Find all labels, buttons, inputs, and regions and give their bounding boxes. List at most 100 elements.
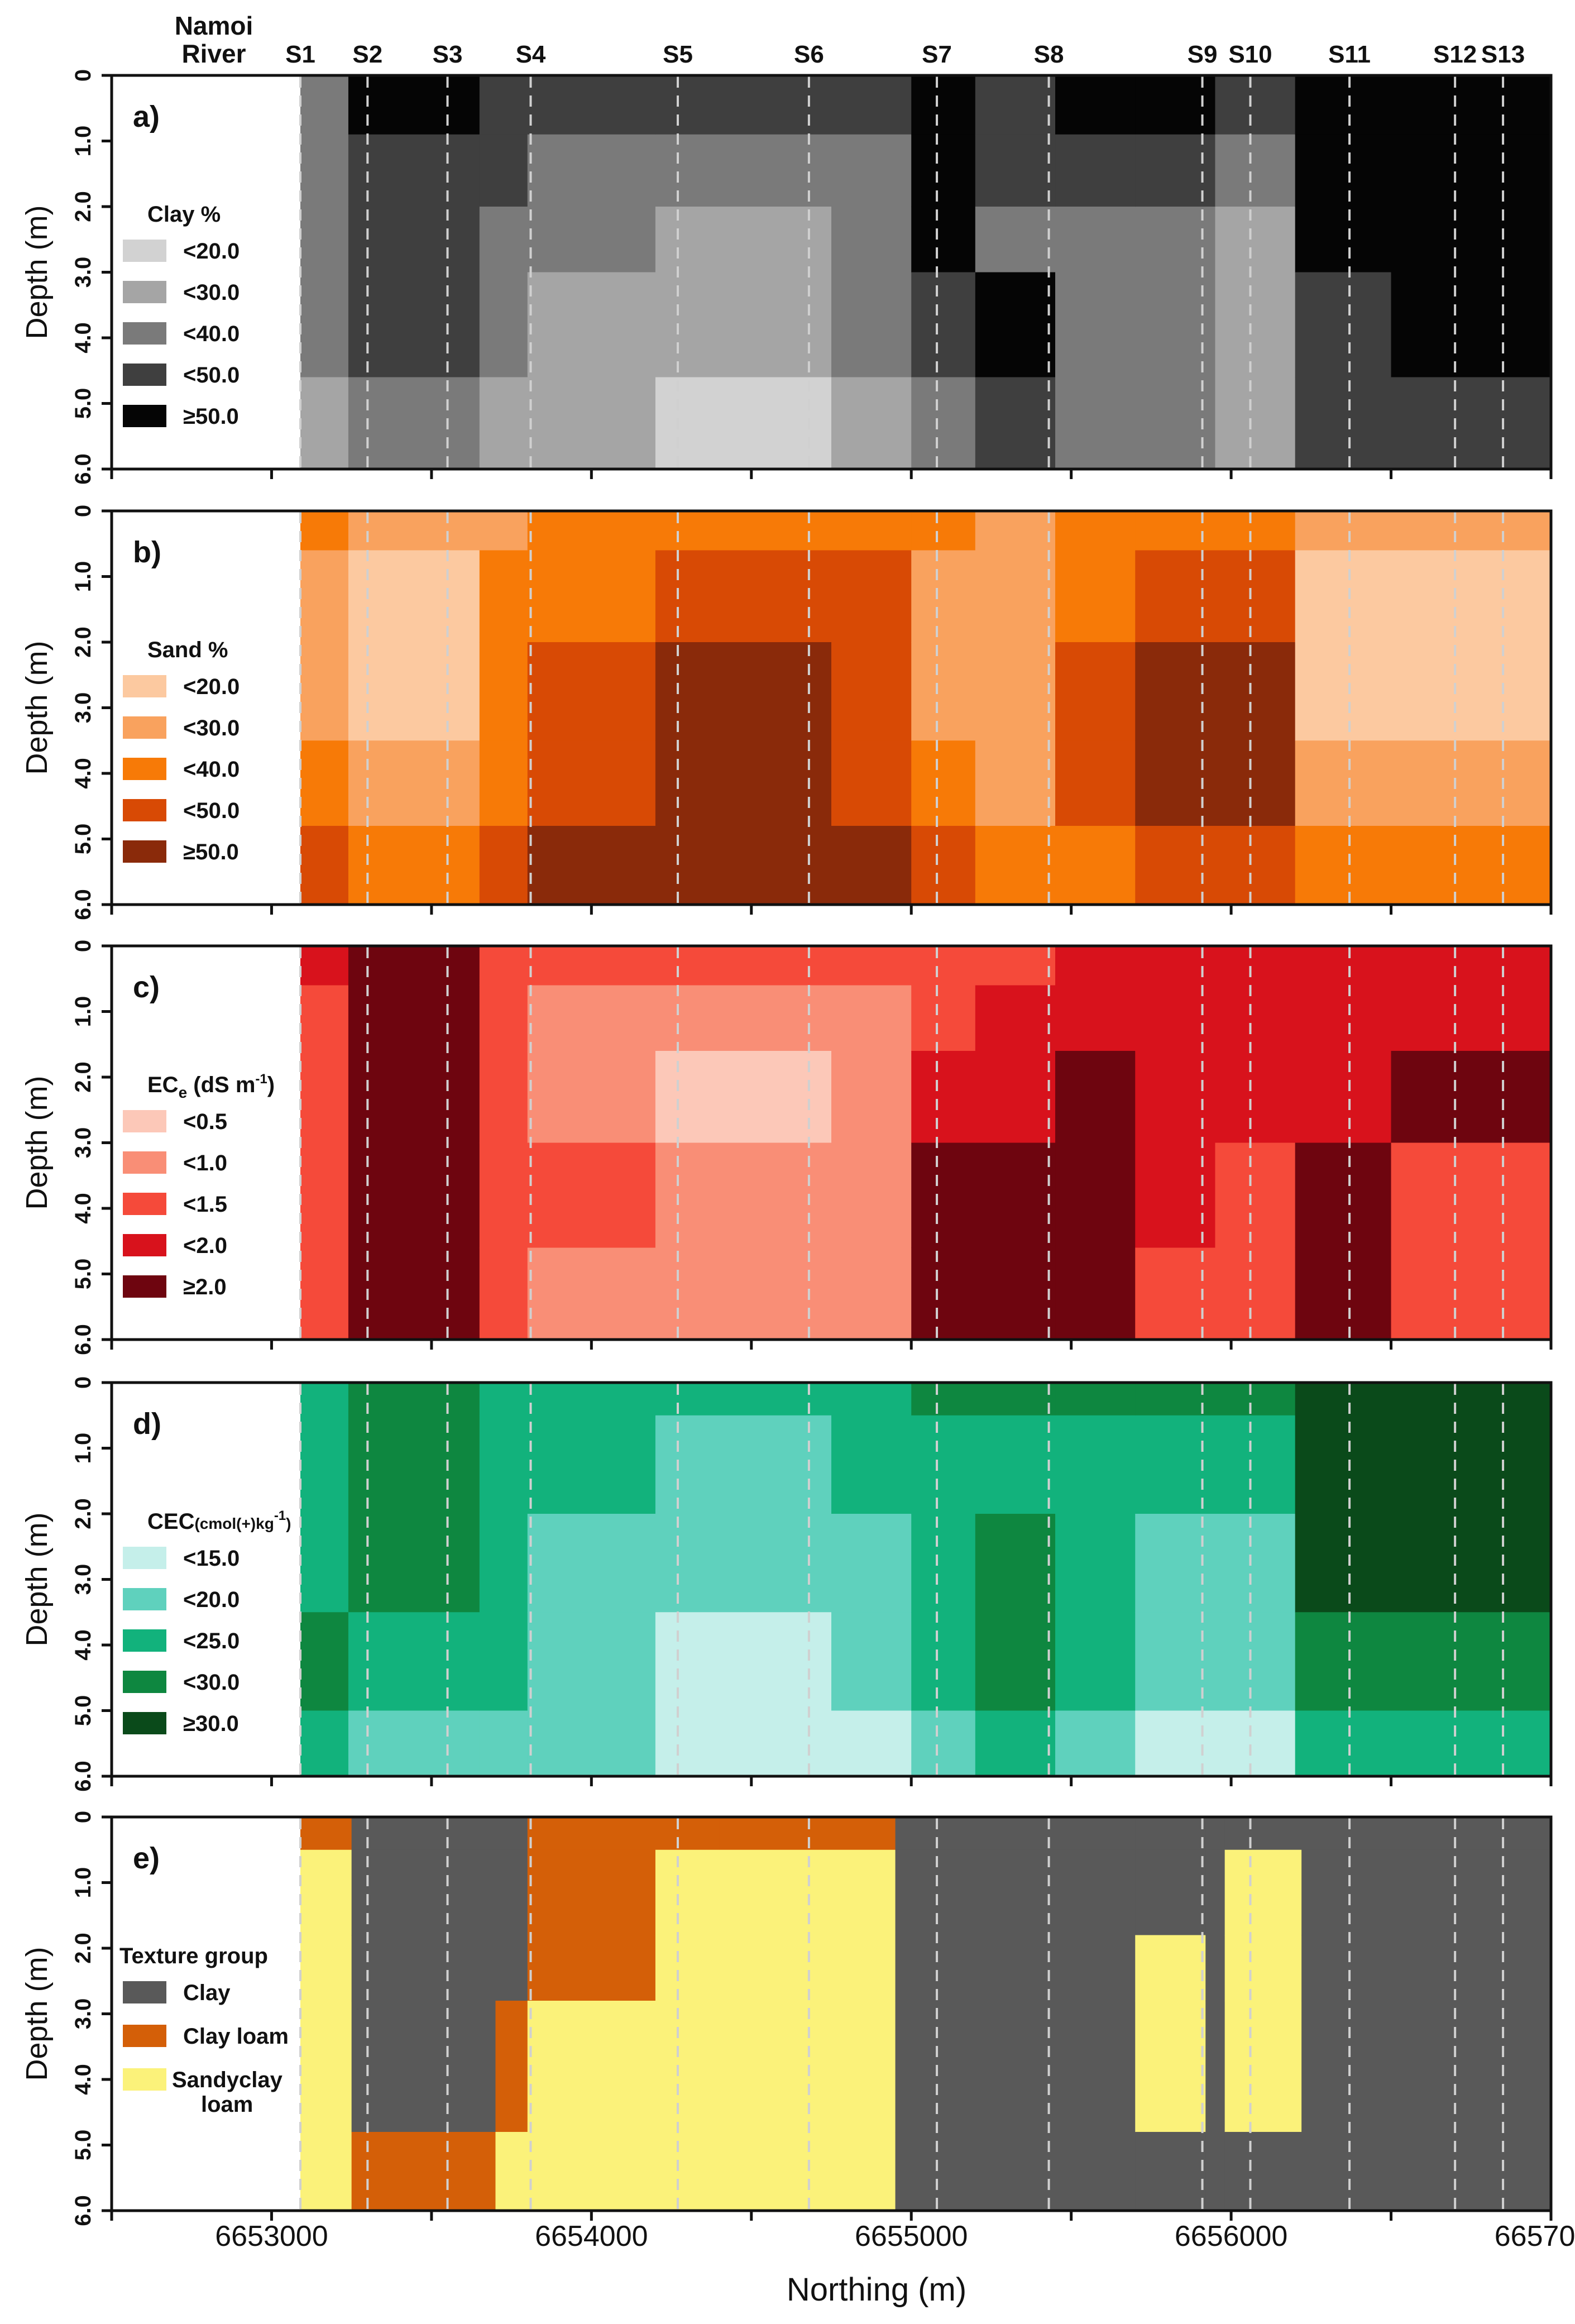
cell-c8-d2 bbox=[1055, 1514, 1136, 1613]
panel-label: b) bbox=[133, 535, 161, 569]
y-tick-label: 2.0 bbox=[71, 1498, 95, 1529]
cell-c4-d3 bbox=[655, 1612, 832, 1711]
cell-c8-d3 bbox=[1055, 1142, 1136, 1249]
cell-c2-d2 bbox=[479, 1514, 528, 1613]
legend-swatch bbox=[123, 1671, 166, 1693]
cell-c7-d0 bbox=[975, 75, 1056, 135]
cell-c2-d4 bbox=[479, 377, 528, 470]
y-axis-title: Depth (m) bbox=[20, 205, 54, 339]
x-ticks bbox=[110, 905, 1553, 915]
y-tick-label: 6.0 bbox=[71, 2195, 95, 2226]
legend-label: <2.0 bbox=[183, 1233, 227, 1258]
y-tick-label: 6.0 bbox=[71, 453, 95, 485]
cell-c5-d0 bbox=[831, 511, 912, 551]
cell-c1-d1 bbox=[348, 550, 480, 643]
cell-c2-d2 bbox=[479, 642, 528, 741]
cell-c4-d1 bbox=[655, 134, 832, 207]
cell-c1-d0 bbox=[348, 75, 480, 135]
y-tick-label: 3.0 bbox=[71, 692, 95, 724]
cell-c8-d3 bbox=[1055, 740, 1136, 826]
legend-swatch bbox=[123, 675, 166, 697]
cell-c7-d3 bbox=[975, 272, 1056, 378]
cell-c10-d0 bbox=[1215, 511, 1296, 551]
cell-c4-d0 bbox=[655, 946, 832, 986]
cell-c7-d4 bbox=[975, 1710, 1056, 1777]
legend-label: <20.0 bbox=[183, 1587, 240, 1612]
legend-label: <1.0 bbox=[183, 1151, 227, 1175]
cell-c7-d3 bbox=[975, 740, 1056, 826]
cell-c2-d1 bbox=[479, 134, 528, 207]
cell-c8-d1 bbox=[1055, 985, 1136, 1051]
legend-swatch bbox=[123, 1712, 166, 1734]
cell-c11-d4 bbox=[1295, 826, 1392, 905]
cell-c3-d4 bbox=[527, 1710, 656, 1777]
legend-swatch bbox=[123, 405, 166, 427]
cell-c5-d1 bbox=[719, 1849, 896, 1936]
cell-c3-d1 bbox=[527, 134, 656, 207]
cell-c6-d1 bbox=[911, 985, 976, 1051]
cell-c1-d2 bbox=[348, 207, 480, 273]
cell-c2-d3 bbox=[479, 1142, 528, 1249]
y-tick-label: 6.0 bbox=[71, 1761, 95, 1792]
cell-c6-d3 bbox=[911, 1142, 976, 1249]
legend-swatch bbox=[123, 716, 166, 739]
cell-c2-d4 bbox=[495, 2132, 528, 2211]
cell-c4-d4 bbox=[655, 1247, 832, 1340]
data-cells bbox=[300, 946, 1552, 1340]
cell-c8-d2 bbox=[1205, 1935, 1225, 2001]
panel-label: a) bbox=[133, 100, 160, 133]
cell-c7-d3 bbox=[975, 1612, 1056, 1711]
legend-title: Texture group bbox=[119, 1944, 268, 1968]
cell-c3-d4 bbox=[527, 1247, 656, 1340]
cell-c0-d0 bbox=[300, 511, 349, 551]
cell-c4-d1 bbox=[655, 550, 832, 643]
data-cells bbox=[300, 75, 1552, 470]
cell-c11-d1 bbox=[1295, 985, 1392, 1051]
legend-swatch bbox=[123, 840, 166, 863]
cell-c4-d0 bbox=[655, 511, 832, 551]
cell-c8-d4 bbox=[1055, 1247, 1136, 1340]
y-tick-label: 6.0 bbox=[71, 1324, 95, 1355]
cell-c6-d3 bbox=[911, 740, 976, 826]
cell-c2-d0 bbox=[479, 1383, 528, 1416]
cell-c1-d1 bbox=[351, 1849, 496, 1936]
y-tick-label: 5.0 bbox=[71, 388, 95, 419]
panel-label: c) bbox=[133, 970, 160, 1004]
y-axis-title: Depth (m) bbox=[20, 1512, 54, 1646]
legend-label: <30.0 bbox=[183, 280, 240, 305]
cell-c12-d0 bbox=[1391, 946, 1552, 986]
cell-c3-d3 bbox=[527, 1142, 656, 1249]
cell-c12-d3 bbox=[1391, 1142, 1552, 1249]
legend-label: <50.0 bbox=[183, 798, 240, 823]
cell-c10-d3 bbox=[1301, 2001, 1552, 2132]
y-tick-label: 4.0 bbox=[71, 758, 95, 789]
cell-c2-d0 bbox=[479, 946, 528, 986]
site-header: Namoi River S1 S2 S3 S4 S5 S6 S7 S8 S9 S10 S11 S12 S… bbox=[175, 11, 1525, 68]
x-tick-labels: 6653000 6654000 6655000 6656000 6657000 bbox=[215, 2220, 1575, 2253]
legend-swatch bbox=[123, 1151, 166, 1174]
cell-c3-d4 bbox=[527, 377, 656, 470]
cell-c6-d2 bbox=[911, 1051, 976, 1144]
cell-c3-d2 bbox=[527, 1935, 656, 2001]
y-axis-title: Depth (m) bbox=[20, 640, 54, 774]
y-tick-label: 0 bbox=[71, 940, 95, 952]
site-label-S3: S3 bbox=[433, 41, 463, 68]
cell-c1-d2 bbox=[351, 1935, 496, 2001]
cell-c3-d0 bbox=[527, 75, 656, 135]
y-tick-label: 3.0 bbox=[71, 1998, 95, 2030]
cell-c9-d2 bbox=[1224, 1935, 1302, 2001]
cell-c0-d0 bbox=[300, 1817, 352, 1850]
legend-title: Sand % bbox=[147, 638, 228, 662]
legend-swatch bbox=[123, 1588, 166, 1610]
y-tick-label: 3.0 bbox=[71, 257, 95, 288]
cell-c12-d3 bbox=[1391, 272, 1552, 378]
cell-c12-d3 bbox=[1391, 1612, 1552, 1711]
cell-c2-d4 bbox=[479, 1247, 528, 1340]
cell-c2-d1 bbox=[479, 550, 528, 643]
cell-c0-d3 bbox=[300, 1612, 349, 1711]
cell-c6-d3 bbox=[911, 1612, 976, 1711]
cell-c8-d3 bbox=[1055, 272, 1136, 378]
cell-c11-d3 bbox=[1295, 740, 1392, 826]
cell-c12-d2 bbox=[1391, 207, 1552, 273]
legend-label: <1.5 bbox=[183, 1192, 227, 1217]
